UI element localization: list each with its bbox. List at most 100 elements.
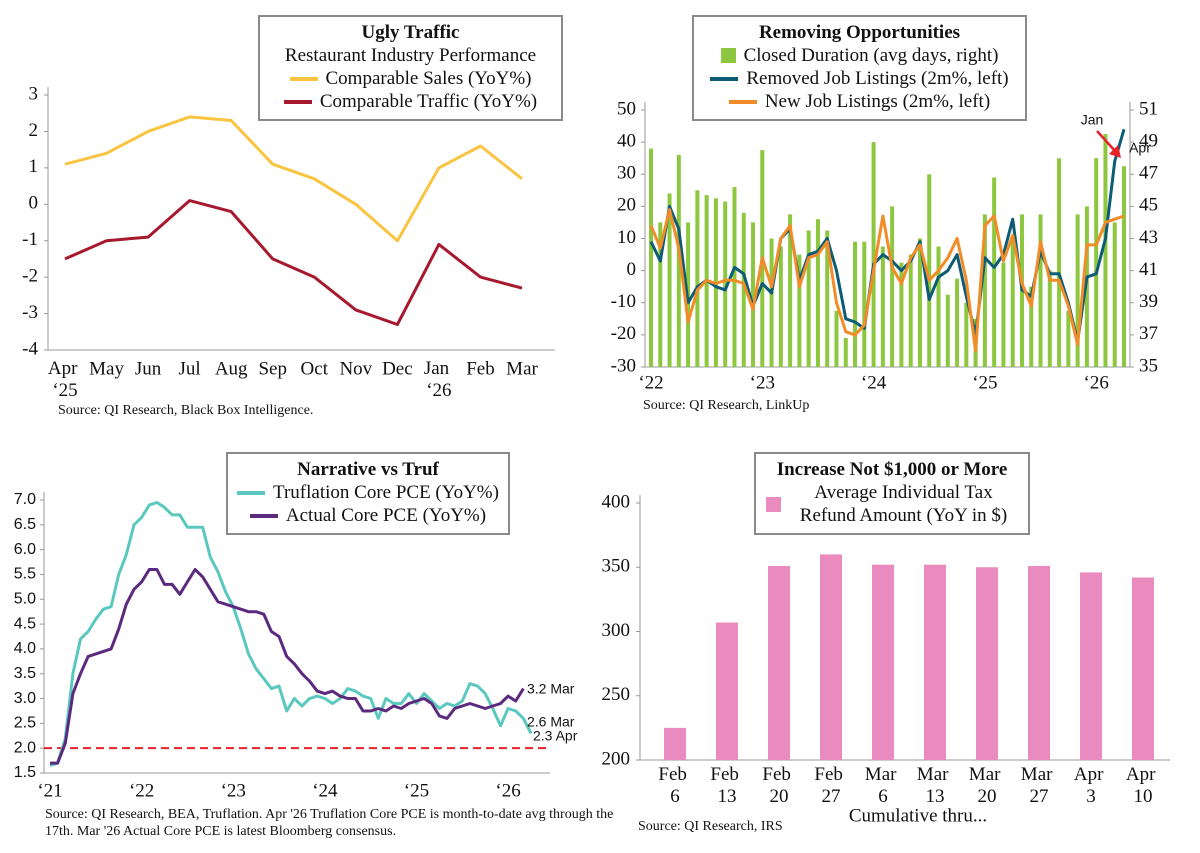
x-tick-label: ‘21 bbox=[37, 780, 62, 801]
bar bbox=[676, 154, 681, 367]
bar bbox=[853, 241, 858, 367]
line bbox=[49, 501, 533, 768]
legend-entry: Comparable Sales (YoY%) bbox=[268, 67, 553, 90]
legend-label: Actual Core PCE (YoY%) bbox=[285, 505, 487, 526]
x-tick-label: Mar 20 bbox=[969, 764, 1005, 807]
bar bbox=[982, 214, 987, 367]
bar bbox=[741, 212, 746, 367]
panel: 200 250 300 350 400 Feb 6 Feb 13 Feb 20 Feb 27 Ma… bbox=[602, 491, 1170, 826]
x-tick-label: ‘26 bbox=[1084, 372, 1109, 393]
annotation: 2.6 Mar bbox=[527, 714, 575, 730]
x-tick-label: Jan ‘26 bbox=[424, 358, 454, 401]
y-tick-label: 37 bbox=[1139, 323, 1158, 344]
annotation-arrow bbox=[1096, 130, 1117, 153]
legend-title: Ugly Traffic bbox=[361, 22, 460, 43]
y-tick-label: 4.0 bbox=[14, 640, 36, 657]
line bbox=[649, 208, 1125, 353]
bar bbox=[664, 727, 686, 760]
legend-swatch bbox=[283, 99, 312, 104]
y-tick-label: 2.0 bbox=[14, 739, 36, 756]
bar bbox=[834, 310, 839, 367]
y-tick-label: -30 bbox=[611, 355, 636, 376]
y-tick-label: -2 bbox=[22, 266, 38, 287]
bar bbox=[843, 338, 848, 367]
legend-swatch bbox=[237, 490, 266, 495]
y-tick-label: 50 bbox=[617, 98, 636, 119]
bar bbox=[1057, 158, 1062, 367]
y-tick-label: 41 bbox=[1139, 259, 1158, 280]
y-tick-label: 35 bbox=[1139, 355, 1158, 376]
bar bbox=[716, 622, 738, 760]
bar bbox=[872, 564, 894, 760]
y-tick-label: 47 bbox=[1139, 163, 1158, 184]
bar bbox=[788, 214, 793, 367]
x-tick-label: Feb 13 bbox=[710, 764, 743, 807]
legend-entry: Comparable Traffic (YoY%) bbox=[268, 90, 553, 113]
bar bbox=[778, 246, 783, 367]
line bbox=[64, 199, 523, 326]
bar bbox=[964, 302, 969, 367]
bar bbox=[924, 564, 946, 760]
y-tick-label: 30 bbox=[617, 163, 636, 184]
x-tick-label: Feb 27 bbox=[814, 764, 847, 807]
bar bbox=[723, 201, 728, 367]
y-tick-label: 45 bbox=[1139, 195, 1158, 216]
x-tick-label: Jun bbox=[135, 358, 162, 379]
x-tick-label: Mar 13 bbox=[917, 764, 953, 807]
y-tick-label: 7.0 bbox=[14, 491, 36, 508]
y-tick-label: 350 bbox=[602, 556, 631, 577]
y-tick-label: -1 bbox=[22, 229, 38, 250]
annotation: 2.3 Apr bbox=[533, 728, 578, 744]
annotation: Apr bbox=[1129, 140, 1151, 156]
y-tick-label: 5.5 bbox=[14, 566, 36, 583]
legend-title: Increase Not $1,000 or More bbox=[776, 459, 1008, 480]
legend-subtitle: Restaurant Industry Performance bbox=[284, 45, 537, 66]
x-tick-label: Dec bbox=[382, 358, 413, 379]
bar bbox=[1103, 134, 1108, 367]
annotation: 3.2 Mar bbox=[527, 681, 575, 697]
x-tick-label: Mar 27 bbox=[1021, 764, 1057, 807]
y-tick-label: 300 bbox=[602, 620, 631, 641]
legend-swatch bbox=[765, 496, 781, 512]
line bbox=[50, 568, 525, 765]
legend-entry: Average Individual Tax Refund Amount (Yo… bbox=[764, 481, 1020, 527]
bar bbox=[1122, 166, 1126, 367]
line bbox=[64, 115, 523, 243]
bar bbox=[1001, 262, 1006, 367]
legend-swatch bbox=[289, 76, 318, 81]
legend-entry: Truflation Core PCE (YoY%) bbox=[236, 481, 500, 504]
y-tick-label: 4.5 bbox=[14, 615, 36, 632]
y-tick-label: 49 bbox=[1139, 130, 1158, 151]
x-tick-label: Apr 10 bbox=[1126, 764, 1160, 807]
bar bbox=[1029, 286, 1034, 367]
bar bbox=[862, 241, 867, 367]
y-tick-label: 2.5 bbox=[14, 715, 36, 732]
x-tick-label: Aug bbox=[215, 358, 248, 379]
legend: Increase Not $1,000 or More Average Indiv… bbox=[754, 452, 1030, 535]
bar bbox=[1132, 577, 1154, 760]
legend-label: New Job Listings (2m%, left) bbox=[764, 91, 991, 112]
y-tick-label: -20 bbox=[611, 323, 636, 344]
x-tick-label: ‘23 bbox=[221, 780, 246, 801]
legend-swatch bbox=[728, 99, 757, 104]
x-tick-label: Apr ‘25 bbox=[48, 358, 82, 401]
legend: Ugly Traffic Restaurant Industry Performa… bbox=[258, 15, 563, 121]
bar bbox=[649, 148, 653, 367]
legend: Narrative vs Truf Truflation Core PCE (Yo… bbox=[226, 452, 510, 535]
legend-swatch bbox=[720, 48, 736, 63]
source: Source: QI Research, LinkUp bbox=[643, 398, 810, 413]
bar bbox=[1112, 222, 1117, 367]
y-tick-label: 3 bbox=[29, 83, 39, 104]
bar bbox=[945, 294, 950, 367]
bar bbox=[890, 206, 895, 367]
bar bbox=[1080, 572, 1102, 760]
y-tick-label: 250 bbox=[602, 684, 631, 705]
x-axis-title: Cumulative thru... bbox=[849, 805, 987, 826]
legend-label: Comparable Sales (YoY%) bbox=[325, 68, 532, 89]
bar bbox=[1010, 238, 1015, 367]
source: Source: QI Research, BEA, Truflation. Ap… bbox=[45, 807, 614, 839]
x-tick-label: ‘25 bbox=[404, 780, 429, 801]
bar bbox=[1075, 214, 1080, 367]
bar bbox=[797, 254, 802, 367]
